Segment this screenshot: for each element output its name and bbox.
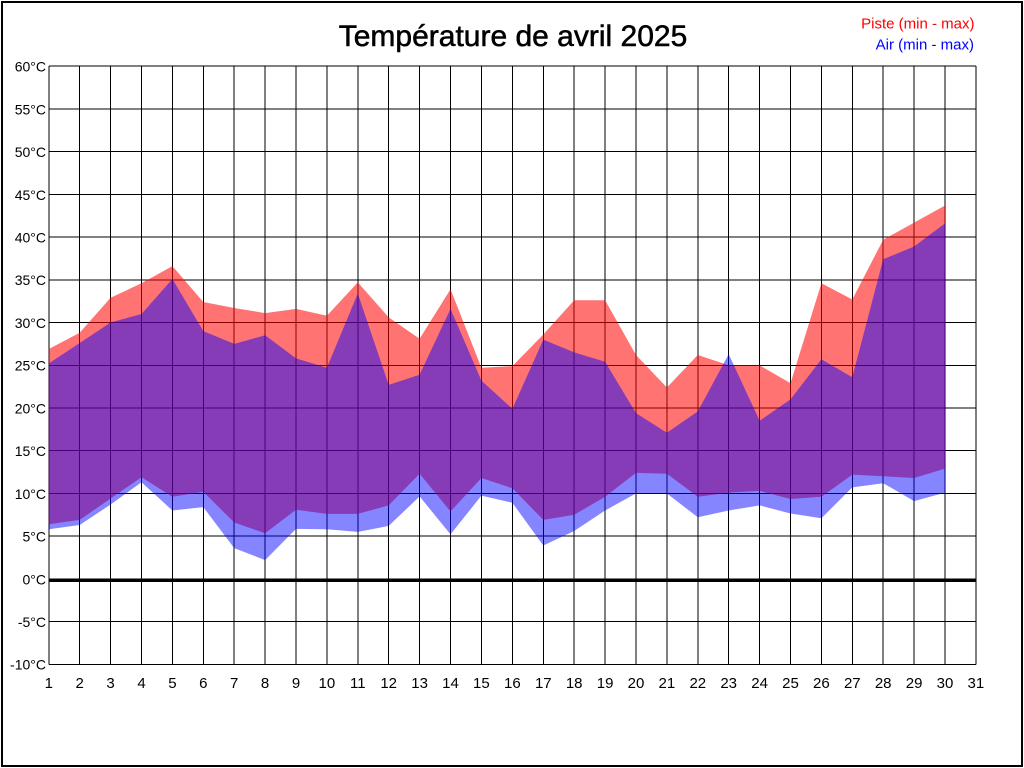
svg-text:Température de avril 2025: Température de avril 2025 [339, 20, 688, 53]
svg-text:7: 7 [230, 675, 238, 692]
svg-text:28: 28 [875, 675, 892, 692]
svg-text:5: 5 [168, 675, 176, 692]
svg-text:6: 6 [199, 675, 207, 692]
svg-text:30: 30 [937, 675, 954, 692]
svg-text:29: 29 [906, 675, 923, 692]
svg-text:25: 25 [782, 675, 799, 692]
svg-text:3: 3 [106, 675, 114, 692]
svg-text:15°C: 15°C [15, 443, 46, 459]
svg-text:2: 2 [76, 675, 84, 692]
svg-text:21: 21 [659, 675, 676, 692]
svg-text:14: 14 [442, 675, 459, 692]
svg-text:-10°C: -10°C [10, 657, 46, 673]
svg-text:4: 4 [137, 675, 145, 692]
svg-text:13: 13 [411, 675, 428, 692]
svg-text:8: 8 [261, 675, 269, 692]
svg-text:10: 10 [319, 675, 336, 692]
svg-text:40°C: 40°C [15, 230, 46, 246]
svg-text:-5°C: -5°C [18, 614, 46, 630]
svg-text:55°C: 55°C [15, 101, 46, 117]
svg-text:18: 18 [566, 675, 583, 692]
svg-text:31: 31 [968, 675, 985, 692]
svg-text:27: 27 [844, 675, 861, 692]
svg-text:0°C: 0°C [23, 571, 47, 587]
svg-text:Piste (min - max): Piste (min - max) [861, 15, 974, 32]
svg-text:19: 19 [597, 675, 614, 692]
svg-text:50°C: 50°C [15, 144, 46, 160]
svg-text:25°C: 25°C [15, 358, 46, 374]
svg-text:45°C: 45°C [15, 187, 46, 203]
svg-text:23: 23 [720, 675, 737, 692]
svg-text:17: 17 [535, 675, 552, 692]
svg-text:10°C: 10°C [15, 486, 46, 502]
svg-text:16: 16 [504, 675, 521, 692]
svg-text:30°C: 30°C [15, 315, 46, 331]
svg-text:35°C: 35°C [15, 272, 46, 288]
svg-text:20°C: 20°C [15, 400, 46, 416]
svg-text:60°C: 60°C [15, 59, 46, 75]
svg-text:Air (min - max): Air (min - max) [876, 36, 974, 53]
svg-text:22: 22 [689, 675, 706, 692]
svg-text:11: 11 [350, 675, 366, 692]
svg-text:9: 9 [292, 675, 300, 692]
svg-text:26: 26 [813, 675, 830, 692]
svg-text:1: 1 [45, 675, 53, 692]
svg-text:24: 24 [751, 675, 768, 692]
svg-text:15: 15 [473, 675, 490, 692]
svg-text:20: 20 [628, 675, 645, 692]
svg-text:12: 12 [380, 675, 397, 692]
svg-text:5°C: 5°C [23, 529, 47, 545]
